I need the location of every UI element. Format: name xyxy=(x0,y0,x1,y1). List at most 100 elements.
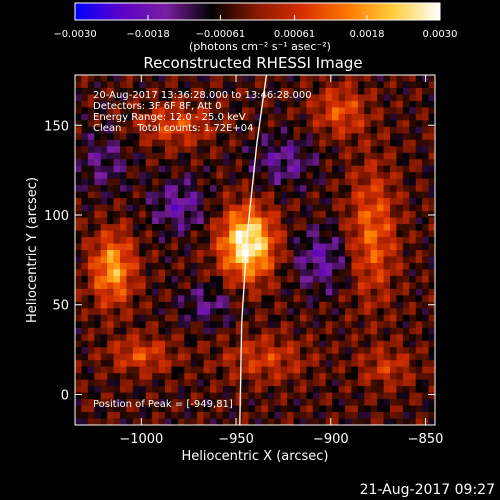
heatmap-cell xyxy=(177,275,185,283)
heatmap-cell xyxy=(87,87,95,95)
heatmap-cell xyxy=(203,211,211,218)
heatmap-cell xyxy=(165,366,172,374)
heatmap-cell xyxy=(319,113,327,121)
heatmap-cell xyxy=(370,269,378,277)
heatmap-cell xyxy=(158,191,166,199)
heatmap-cell xyxy=(332,412,339,419)
heatmap-cell xyxy=(357,334,365,342)
heatmap-cell xyxy=(75,198,82,206)
heatmap-cell xyxy=(248,373,256,381)
heatmap-cell xyxy=(235,113,243,121)
heatmap-cell xyxy=(126,334,134,342)
heatmap-cell xyxy=(312,75,320,82)
heatmap-cell xyxy=(402,334,410,342)
heatmap-cell xyxy=(75,159,82,167)
x-tick-label: −900 xyxy=(313,432,349,447)
annotation-time-range: 20-Aug-2017 13:36:28.000 to 13:46:28.000 xyxy=(93,90,312,101)
heatmap-cell xyxy=(428,185,436,193)
heatmap-cell xyxy=(248,178,256,186)
heatmap-cell xyxy=(171,405,179,413)
heatmap-cell xyxy=(248,347,256,355)
heatmap-cell xyxy=(75,373,82,381)
heatmap-cell xyxy=(87,275,95,283)
heatmap-cell xyxy=(113,275,121,283)
heatmap-cell xyxy=(190,334,198,342)
heatmap-cell xyxy=(132,250,140,257)
heatmap-cell xyxy=(422,126,429,134)
heatmap-cell xyxy=(171,159,179,167)
heatmap-cell xyxy=(280,262,288,270)
heatmap-cell xyxy=(216,275,224,283)
heatmap-cell xyxy=(248,412,256,419)
heatmap-cell xyxy=(345,243,352,251)
heatmap-cell xyxy=(293,185,301,193)
heatmap-cell xyxy=(216,100,224,108)
heatmap-cell xyxy=(345,405,352,413)
heatmap-cell xyxy=(177,347,185,355)
heatmap-cell xyxy=(113,308,121,316)
heatmap-cell xyxy=(300,321,307,329)
heatmap-cell xyxy=(222,386,230,393)
heatmap-cell xyxy=(197,217,204,225)
heatmap-cell xyxy=(216,379,224,387)
heatmap-cell xyxy=(338,198,346,206)
heatmap-cell xyxy=(274,418,282,426)
heatmap-cell xyxy=(345,146,352,154)
heatmap-cell xyxy=(210,94,217,102)
heatmap-cell xyxy=(120,295,127,303)
heatmap-cell xyxy=(306,256,314,264)
heatmap-cell xyxy=(203,81,211,89)
heatmap-cell xyxy=(197,301,204,309)
heatmap-cell xyxy=(377,347,384,355)
heatmap-cell xyxy=(171,198,179,206)
heatmap-cell xyxy=(306,100,314,108)
heatmap-cell xyxy=(293,386,301,393)
heatmap-cell xyxy=(242,386,249,393)
heatmap-cell xyxy=(107,399,114,406)
heatmap-cell xyxy=(222,94,230,102)
heatmap-cell xyxy=(364,340,372,348)
heatmap-cell xyxy=(158,334,166,342)
heatmap-cell xyxy=(165,87,172,95)
heatmap-cell xyxy=(338,230,346,238)
heatmap-cell xyxy=(255,412,262,419)
heatmap-cell xyxy=(120,133,127,141)
heatmap-cell xyxy=(139,282,147,290)
heatmap-cell xyxy=(100,314,108,322)
heatmap-cell xyxy=(248,165,256,173)
heatmap-cell xyxy=(274,360,282,368)
heatmap-cell xyxy=(293,224,301,231)
heatmap-cell xyxy=(415,120,423,128)
heatmap-cell xyxy=(87,379,95,387)
heatmap-cell xyxy=(107,146,114,154)
heatmap-cell xyxy=(261,217,269,225)
heatmap-cell xyxy=(126,120,134,128)
heatmap-cell xyxy=(390,334,397,342)
heatmap-cell xyxy=(280,327,288,335)
heatmap-cell xyxy=(255,392,262,400)
heatmap-cell xyxy=(120,327,127,335)
heatmap-cell xyxy=(94,347,102,355)
heatmap-cell xyxy=(184,314,192,322)
heatmap-cell xyxy=(203,230,211,238)
heatmap-cell xyxy=(197,250,204,257)
heatmap-cell xyxy=(132,412,140,419)
heatmap-cell xyxy=(120,347,127,355)
heatmap-cell xyxy=(126,217,134,225)
heatmap-cell xyxy=(370,366,378,374)
heatmap-cell xyxy=(338,126,346,134)
heatmap-cell xyxy=(306,107,314,115)
heatmap-cell xyxy=(377,224,384,231)
heatmap-cell xyxy=(145,243,153,251)
heatmap-cell xyxy=(203,373,211,381)
heatmap-cell xyxy=(210,120,217,128)
heatmap-cell xyxy=(325,243,333,251)
heatmap-cell xyxy=(248,392,256,400)
heatmap-cell xyxy=(306,243,314,251)
heatmap-cell xyxy=(357,262,365,270)
heatmap-cell xyxy=(171,178,179,186)
heatmap-cell xyxy=(94,308,102,316)
heatmap-cell xyxy=(177,269,185,277)
heatmap-cell xyxy=(306,262,314,270)
heatmap-cell xyxy=(300,113,307,121)
